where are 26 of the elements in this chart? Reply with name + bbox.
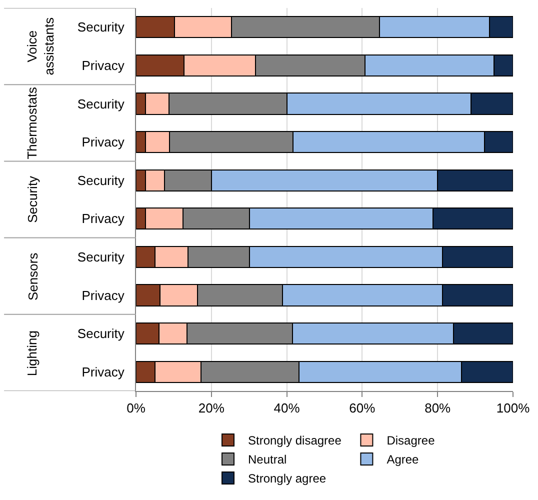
y-tick-label: Security	[77, 250, 125, 264]
legend-label: Disagree	[386, 434, 436, 448]
legend-label: Strongly agree	[248, 472, 326, 486]
y-tick-label: Security	[77, 96, 125, 112]
legend-label: Agree	[386, 452, 420, 467]
text: Lighting	[24, 330, 40, 376]
x-tick-label: 80%	[424, 400, 452, 416]
x-tick-label: 40%	[274, 400, 300, 416]
x-tick-label: 0%	[126, 400, 146, 416]
text: Thermostats	[24, 86, 40, 160]
text: Sensors	[25, 252, 40, 300]
y-tick-label: Privacy	[82, 288, 125, 303]
x-tick-label: 100%	[496, 400, 530, 416]
y-tick-label: Security	[77, 20, 125, 35]
x-tick-label: 20%	[198, 400, 225, 416]
text: Security	[24, 175, 40, 223]
y-tick-label: Security	[77, 326, 125, 342]
legend-label: Neutral	[248, 452, 287, 467]
legend-label: Strongly disagree	[248, 434, 342, 448]
x-tick-label: 60%	[349, 400, 376, 416]
y-tick-label: Security	[77, 172, 125, 188]
y-tick-label: Privacy	[82, 364, 125, 380]
text: Voice assistants	[24, 16, 56, 76]
y-tick-label: Privacy	[82, 211, 125, 226]
y-tick-label: Privacy	[82, 134, 125, 150]
y-tick-label: Privacy	[82, 58, 125, 73]
